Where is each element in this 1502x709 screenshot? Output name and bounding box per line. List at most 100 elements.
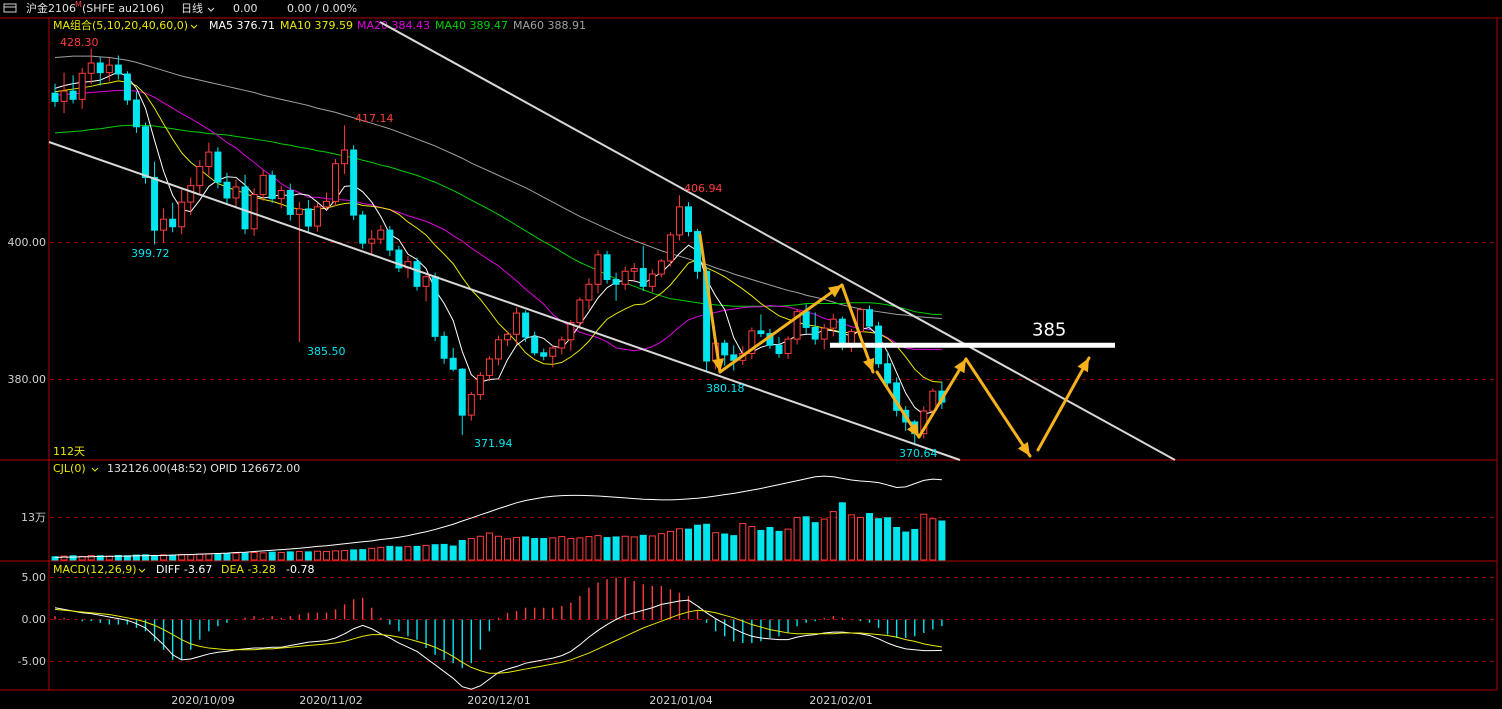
volume-legend-title[interactable]: CJL(0) [53,462,86,475]
volume-bar [531,538,539,561]
volume-bar [223,553,231,561]
candle-down [413,261,421,287]
candle-up [250,194,258,230]
candle-down [96,62,104,74]
ma-legend-title[interactable]: MA组合(5,10,20,40,60,0) [53,18,188,32]
candle-down [359,214,367,244]
indicator-lines [54,55,943,690]
volume-bar [232,552,240,561]
volume-bar [350,549,358,561]
candle-down [884,363,892,384]
volume-bar [829,511,837,561]
volume-bar [938,520,946,561]
arrow-drop-1-head [712,358,725,372]
volume-bar [522,536,530,561]
volume-bar [132,554,140,561]
volume-bar [820,518,828,561]
volume-bar [866,513,873,561]
candle-down [449,357,457,370]
period-label[interactable]: 日线 [181,1,203,15]
volume-bar [558,536,566,561]
candle-up [323,200,330,208]
macd-histogram [54,577,943,669]
volume-bar [630,536,638,561]
volume-bar [51,556,59,561]
macd-diff-line [54,599,942,690]
volume-bar [286,551,294,561]
channel-lower-trendline [48,141,961,461]
candle-up [87,62,95,74]
candle-up [856,309,864,333]
channel-upper-trendline [379,21,1176,461]
date-tick-5: 2021/02/01 [809,694,872,707]
volume-bar [513,537,521,561]
volume-bar [241,552,249,561]
candle-down [431,276,439,337]
volume-legend[interactable]: CJL(0) 132126.00(48:52) OPID 126672.00 [53,462,300,475]
candle-up [666,234,674,262]
volume-bar [268,551,276,561]
volume-bars [51,475,946,561]
macd-hist-value: -0.78 [286,563,314,576]
volume-bar [368,547,376,561]
volume-bar [775,530,783,561]
volume-bar [594,535,602,561]
chart-frame [0,17,1502,691]
ma-chevron-down-icon[interactable] [190,24,198,29]
macd-legend-title[interactable]: MACD(12,26,9) [53,563,137,576]
candle-down [802,311,810,328]
volume-bar [196,553,204,561]
volume-bar [793,516,801,561]
high-price-label: 417.14 [355,112,394,125]
ma5-value: MA5 376.71 [209,19,275,32]
volume-bar [96,555,104,561]
macd-legend[interactable]: MACD(12,26,9) DIFF -3.67 DEA -3.28 -0.78 [53,563,314,576]
volume-bar [603,537,611,561]
volume-bar [467,538,475,561]
arrow-rise-2-head [954,359,966,374]
arrow-rise-forecast-head [1077,358,1089,373]
macd-tick-5: 5.00 [22,571,47,584]
volume-bar [160,554,168,561]
symbol-name[interactable]: 沪金2106 [26,1,76,15]
volume-legend-values: 132126.00(48:52) OPID 126672.00 [107,462,300,475]
volume-bar [259,552,267,561]
candle-down [132,99,140,128]
volume-bar [386,545,394,561]
macd-chevron-down-icon[interactable] [138,568,146,573]
candle-up [476,374,484,396]
volume-bar [323,551,330,561]
candle-up [259,174,267,196]
ma20-value: MA20 384.43 [357,19,430,32]
arrow-rise-forecast [1036,356,1091,452]
period-chevron-down-icon[interactable] [207,7,215,12]
candle-down [286,189,294,215]
candle-up [205,151,213,167]
volume-bar [721,533,729,561]
candle-up [196,165,204,187]
candle-up [929,390,937,412]
volume-bar [875,518,883,561]
volume-bar [730,535,738,561]
candle-down [685,206,692,233]
volume-bar [703,523,711,561]
low-price-label: 371.94 [474,437,513,450]
drawing-annotations: 385 [48,21,1176,461]
volume-chevron-down-icon[interactable] [91,467,99,472]
volume-bar [612,536,620,561]
volume-bar [250,552,258,561]
volume-bar [114,554,122,561]
symbol-main-mark: M [75,0,82,9]
date-tick-4: 2021/01/04 [649,694,712,707]
candle-down [214,151,222,183]
volume-bar [504,538,511,561]
ma-legend[interactable]: MA组合(5,10,20,40,60,0) MA5 376.71 MA10 37… [53,18,586,32]
volume-bar [657,533,665,561]
macd-dea-line [54,608,942,674]
volume-bar [712,532,720,561]
volume-bar [666,530,674,561]
window-icon[interactable] [3,3,17,13]
volume-bar [766,527,774,561]
candle-up [567,322,575,341]
